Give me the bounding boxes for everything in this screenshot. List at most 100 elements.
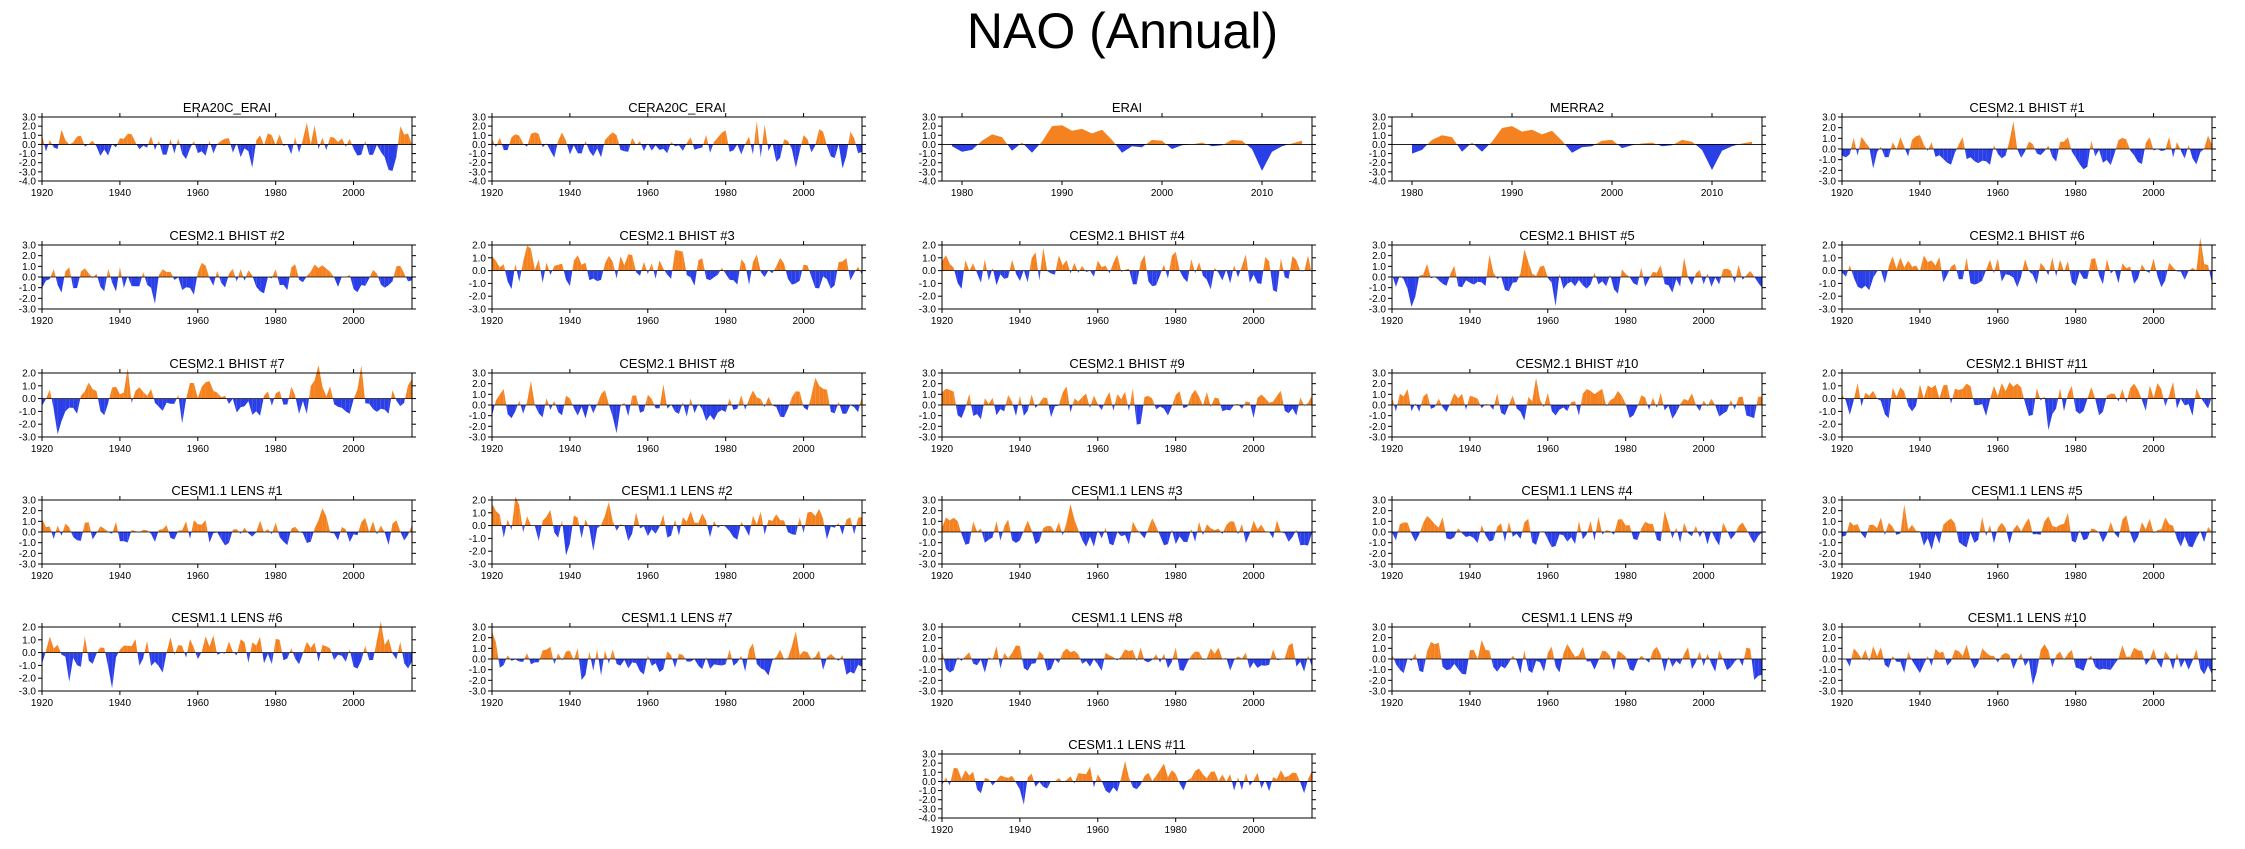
negative-area: [1210, 270, 1215, 290]
positive-area: [1109, 655, 1114, 659]
positive-area: [690, 398, 693, 405]
positive-area: [1002, 137, 1008, 145]
positive-area: [1512, 655, 1516, 659]
positive-area: [1966, 257, 1969, 271]
negative-area: [714, 405, 718, 421]
negative-area: [651, 144, 656, 151]
positive-area: [1214, 771, 1219, 782]
y-tick-label: 1.0: [922, 768, 936, 779]
negative-area: [1701, 277, 1704, 285]
positive-area: [973, 521, 978, 532]
positive-area: [97, 526, 101, 532]
positive-area: [608, 255, 613, 271]
negative-area: [278, 532, 280, 537]
positive-area: [1726, 530, 1728, 532]
negative-area: [1883, 659, 1885, 665]
negative-area: [846, 659, 851, 675]
negative-area: [1249, 532, 1251, 534]
positive-area: [176, 138, 179, 145]
negative-area: [384, 144, 389, 170]
negative-area: [1923, 532, 1928, 546]
negative-area: [195, 144, 198, 154]
positive-area: [1078, 397, 1083, 405]
negative-area: [566, 270, 570, 287]
negative-area: [1933, 149, 1936, 157]
positive-area: [193, 383, 198, 399]
positive-area: [178, 138, 180, 145]
positive-area: [597, 649, 599, 659]
positive-area: [169, 139, 171, 145]
negative-area: [2001, 270, 2006, 282]
negative-area: [505, 270, 508, 282]
positive-area: [1943, 651, 1946, 659]
positive-area: [170, 271, 173, 277]
positive-area: [969, 393, 972, 405]
positive-area: [1746, 647, 1751, 659]
positive-area: [1117, 254, 1121, 271]
positive-area: [295, 395, 296, 399]
positive-area: [2067, 512, 2071, 532]
negative-area: [341, 652, 346, 662]
negative-area: [986, 270, 989, 281]
x-tick-label: 1940: [1909, 571, 1932, 582]
positive-area: [1086, 393, 1090, 405]
positive-area: [80, 391, 85, 399]
negative-area: [558, 405, 563, 416]
positive-area: [569, 650, 574, 659]
negative-area: [1844, 398, 1846, 401]
positive-area: [1542, 130, 1552, 145]
positive-area: [2161, 389, 2164, 399]
positive-area: [1308, 770, 1312, 782]
positive-area: [1223, 139, 1232, 145]
positive-area: [581, 262, 586, 271]
positive-area: [1238, 656, 1242, 659]
positive-area: [215, 270, 218, 277]
negative-area: [1633, 659, 1638, 671]
positive-area: [1130, 388, 1133, 405]
negative-area: [338, 652, 342, 656]
plot-frame: [941, 116, 1313, 182]
negative-area: [299, 398, 303, 414]
negative-area: [1926, 149, 1928, 151]
negative-area: [190, 532, 192, 539]
negative-area: [1023, 659, 1028, 671]
positive-area: [1617, 390, 1622, 405]
y-tick-label: -2.0: [1369, 158, 1387, 169]
negative-area: [1951, 659, 1952, 662]
positive-area: [538, 133, 542, 145]
negative-area: [51, 398, 54, 409]
positive-area: [2121, 263, 2123, 271]
negative-area: [1410, 532, 1412, 534]
negative-area: [2106, 532, 2108, 535]
positive-area: [1074, 262, 1078, 271]
positive-area: [1002, 652, 1005, 659]
negative-area: [2055, 270, 2057, 277]
positive-area: [267, 133, 272, 145]
positive-area: [811, 511, 816, 526]
positive-area: [984, 259, 987, 271]
positive-area: [756, 511, 761, 526]
negative-area: [1732, 144, 1739, 147]
y-tick-label: -1.0: [1819, 407, 1837, 418]
positive-area: [2035, 388, 2037, 399]
negative-area: [616, 659, 621, 666]
positive-area: [1423, 516, 1428, 532]
y-tick-label: 2.0: [922, 379, 936, 390]
negative-area: [179, 144, 183, 154]
positive-area: [706, 134, 709, 145]
y-tick-label: 3.0: [1822, 496, 1836, 507]
positive-area: [1118, 656, 1122, 659]
negative-area: [1986, 398, 1990, 416]
negative-area: [725, 270, 730, 280]
positive-area: [62, 523, 66, 532]
positive-area: [57, 525, 61, 532]
y-tick-label: 1.0: [922, 131, 936, 142]
negative-area: [977, 405, 981, 420]
positive-area: [492, 631, 496, 659]
positive-area: [1904, 147, 1906, 149]
negative-area: [554, 144, 558, 158]
positive-area: [2157, 529, 2162, 532]
positive-area: [1933, 648, 1936, 659]
positive-area: [603, 650, 605, 659]
positive-area: [1120, 777, 1122, 782]
